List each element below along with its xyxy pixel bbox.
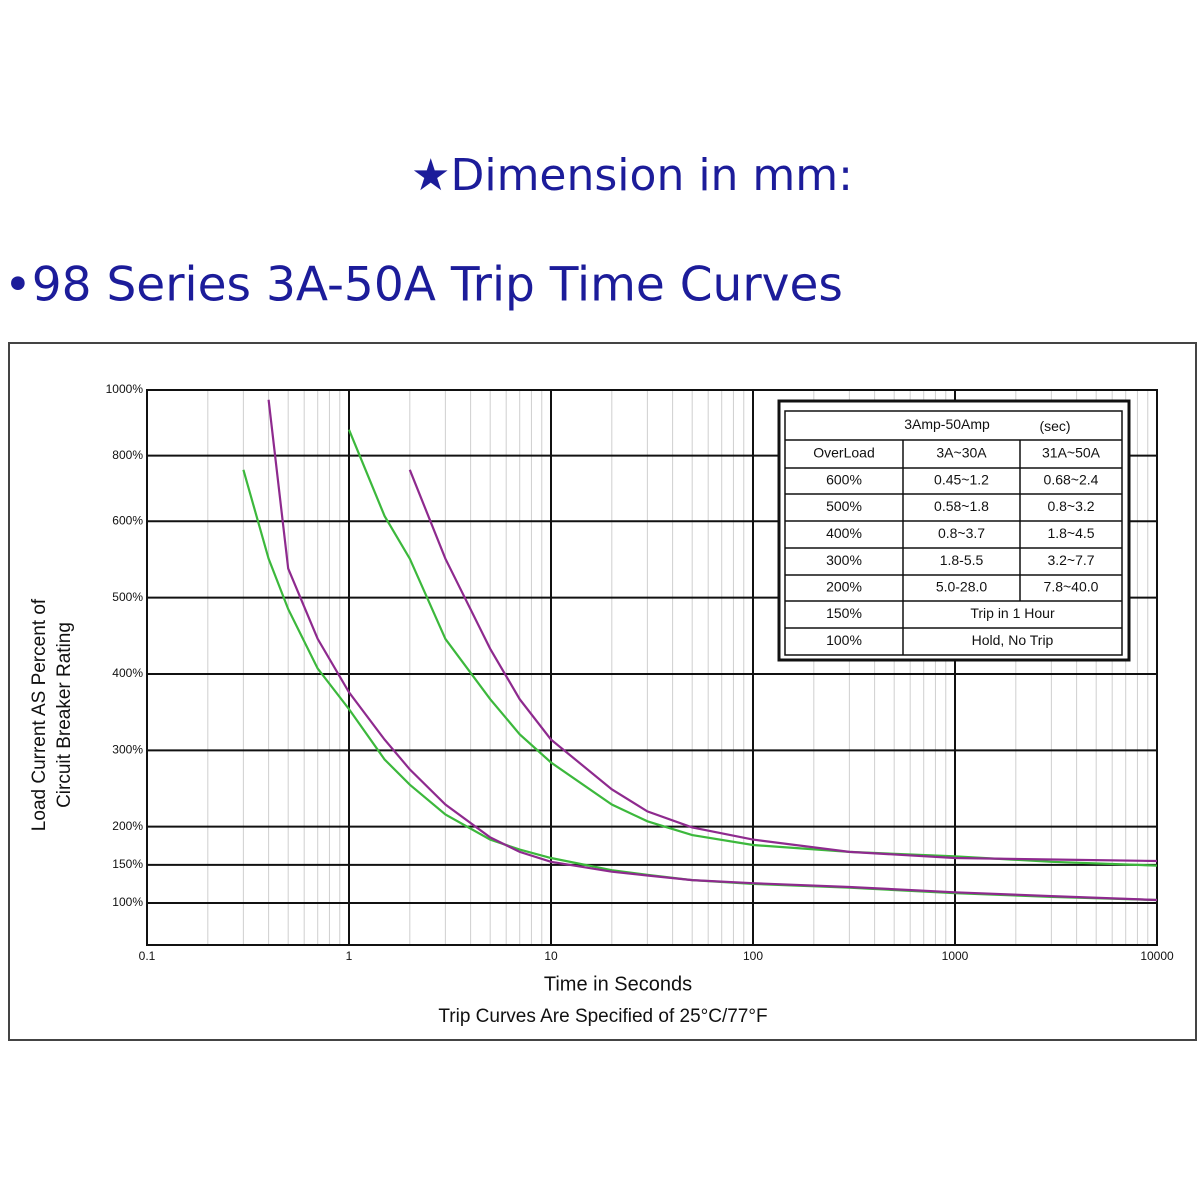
y-tick-label: 600% xyxy=(112,513,143,527)
table-header: 31A~50A xyxy=(1042,445,1101,461)
series-title: •98 Series 3A-50A Trip Time Curves xyxy=(4,258,843,313)
x-tick-label: 1 xyxy=(346,949,353,963)
trip-curve xyxy=(408,469,1158,863)
y-tick-label: 150% xyxy=(112,857,143,871)
x-tick-label: 1000 xyxy=(942,949,969,963)
table-cell: 0.8~3.2 xyxy=(1047,498,1094,514)
table-cell: 0.8~3.7 xyxy=(938,525,985,541)
y-tick-label: 200% xyxy=(112,819,143,833)
table-cell: 7.8~40.0 xyxy=(1044,579,1099,595)
x-axis-label: Time in Seconds xyxy=(544,973,692,995)
y-tick-label: 400% xyxy=(112,666,143,680)
plot-frame xyxy=(146,389,1158,946)
table-cell: 0.58~1.8 xyxy=(934,498,989,514)
table-header: 3A~30A xyxy=(936,445,987,461)
note: Trip Curves Are Specified of 25°C/77°F xyxy=(438,1006,767,1027)
x-tick-label: 10 xyxy=(544,949,558,963)
table-cell: 400% xyxy=(826,525,862,541)
table-cell: 300% xyxy=(826,552,862,568)
y-tick-label: 800% xyxy=(112,448,143,462)
trip-curve xyxy=(267,399,1158,902)
y-tick-label: 300% xyxy=(112,743,143,757)
y-tick-label: 1000% xyxy=(106,382,144,396)
table-cell: 500% xyxy=(826,498,862,514)
dimension-heading: ★Dimension in mm: xyxy=(411,150,853,201)
table-cell: 3.2~7.7 xyxy=(1047,552,1094,568)
chart-frame xyxy=(8,342,1197,1041)
y-tick-label: 500% xyxy=(112,590,143,604)
x-tick-label: 10000 xyxy=(1140,949,1174,963)
table-title: 3Amp-50Amp xyxy=(904,416,990,432)
table-cell: 5.0-28.0 xyxy=(936,579,988,595)
table-cell: 1.8~4.5 xyxy=(1047,525,1094,541)
table-inner xyxy=(784,410,1123,656)
y-axis-label: Circuit Breaker Rating xyxy=(54,622,75,808)
x-tick-label: 100 xyxy=(743,949,763,963)
table-unit: (sec) xyxy=(1039,418,1070,434)
x-tick-label: 0.1 xyxy=(139,949,156,963)
table-cell: Trip in 1 Hour xyxy=(970,605,1055,621)
table-cell: 600% xyxy=(826,472,862,488)
y-axis-label: Load Current AS Percent of xyxy=(29,598,50,831)
table-cell: 0.68~2.4 xyxy=(1044,472,1099,488)
table-cell: 200% xyxy=(826,579,862,595)
table-box xyxy=(777,399,1131,662)
table-cell: 1.8-5.5 xyxy=(940,552,984,568)
table-cell: Hold, No Trip xyxy=(972,632,1054,648)
y-tick-label: 100% xyxy=(112,895,143,909)
table-cell: 100% xyxy=(826,632,862,648)
table-cell: 150% xyxy=(826,605,862,621)
table-cell: 0.45~1.2 xyxy=(934,472,989,488)
table-header: OverLoad xyxy=(813,445,874,461)
